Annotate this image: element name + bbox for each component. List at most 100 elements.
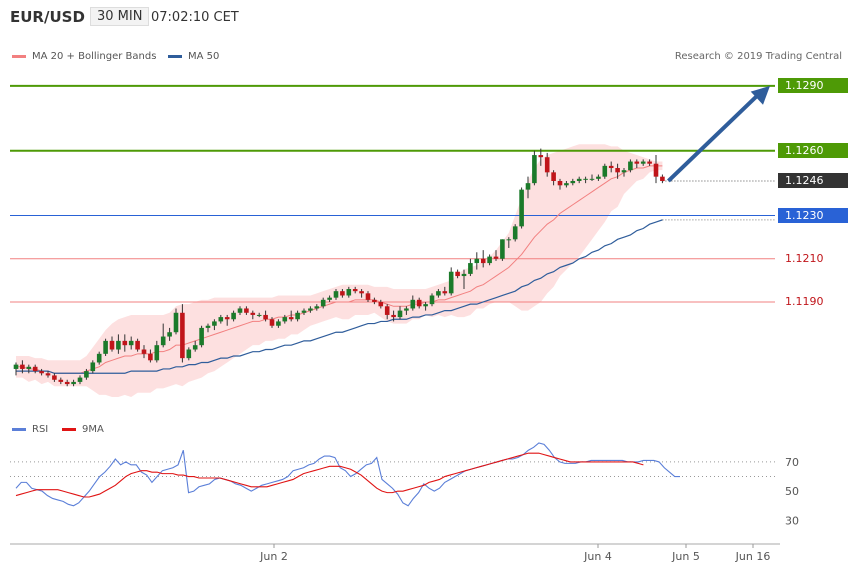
- candle-body: [26, 366, 32, 369]
- candle: [205, 323, 211, 333]
- candle-body: [519, 189, 524, 227]
- candle: [320, 297, 326, 309]
- candle: [148, 349, 153, 363]
- candle-body: [436, 291, 441, 296]
- candle: [333, 289, 339, 300]
- candle: [365, 291, 371, 302]
- candle-body: [276, 321, 281, 326]
- candle-body: [468, 263, 473, 274]
- candle-body: [538, 155, 544, 158]
- candle: [199, 325, 204, 348]
- rsi-tick-label: 50: [785, 485, 799, 498]
- candle: [71, 379, 76, 387]
- candle: [461, 269, 467, 290]
- candle: [20, 360, 25, 374]
- candle-body: [288, 317, 294, 320]
- candle-body: [128, 340, 134, 346]
- candle: [448, 267, 454, 296]
- candle-body: [52, 375, 57, 380]
- legend-9ma-swatch: [62, 428, 76, 431]
- candle-body: [282, 317, 288, 322]
- candle-body: [512, 226, 518, 240]
- rsi-line: [15, 442, 680, 507]
- candle-body: [384, 306, 390, 315]
- candle-body: [551, 172, 556, 181]
- candle: [250, 310, 256, 320]
- candle-body: [365, 293, 371, 300]
- price-level-label: 1.1210: [778, 251, 848, 267]
- price-level-label: 1.1260: [778, 143, 848, 159]
- candle: [122, 334, 128, 352]
- candle: [39, 368, 44, 376]
- candle: [436, 289, 441, 298]
- legend-9ma: 9MA: [62, 424, 104, 435]
- candle-body: [602, 165, 608, 177]
- candle: [13, 362, 19, 376]
- candle-body: [653, 163, 659, 177]
- candle-body: [410, 299, 416, 309]
- candle-body: [301, 310, 307, 313]
- candle-body: [455, 271, 460, 277]
- candle: [647, 159, 652, 166]
- candle: [45, 371, 51, 378]
- candle-body: [493, 256, 499, 259]
- timeframe-button[interactable]: 30 MIN: [90, 7, 150, 26]
- candle: [506, 237, 512, 248]
- candle-body: [461, 273, 467, 277]
- candle-body: [544, 157, 550, 173]
- candle: [263, 310, 268, 322]
- candle-body: [487, 256, 492, 264]
- candle-body: [32, 366, 38, 372]
- candle-body: [224, 317, 230, 320]
- rsi-tick-label: 70: [785, 456, 799, 469]
- candle: [173, 308, 179, 335]
- candle-body: [647, 161, 652, 164]
- legend-rsi: RSI: [12, 424, 48, 435]
- symbol-label: EUR/USD: [10, 8, 85, 26]
- forecast-arrow: [667, 93, 760, 183]
- candle-body: [173, 312, 179, 333]
- time-axis-label: Jun 2: [259, 550, 288, 563]
- bollinger-band: [16, 144, 663, 398]
- candle: [327, 295, 332, 302]
- candle: [32, 364, 38, 374]
- candle-body: [608, 165, 614, 169]
- legend-ma50-label: MA 50: [188, 51, 220, 62]
- candle: [301, 308, 307, 315]
- price-level-label: 1.1290: [778, 78, 848, 94]
- candle: [276, 319, 281, 328]
- ma50-line: [16, 219, 663, 374]
- legend-ma50: MA 50: [168, 51, 219, 62]
- candle: [288, 310, 294, 322]
- candle-body: [269, 319, 275, 326]
- legend-ma20-label: MA 20 + Bollinger Bands: [32, 51, 157, 62]
- candle: [282, 314, 288, 324]
- candle-body: [506, 239, 512, 241]
- candle: [474, 252, 480, 270]
- candle: [551, 170, 556, 186]
- candle-body: [615, 168, 620, 173]
- candle-body: [628, 161, 633, 171]
- candle-body: [167, 332, 172, 337]
- candle: [180, 304, 185, 363]
- candle: [186, 347, 192, 361]
- candle-body: [141, 349, 147, 354]
- candle: [634, 159, 640, 169]
- candle: [404, 306, 409, 315]
- candle-body: [77, 377, 83, 382]
- candle-body: [256, 314, 262, 316]
- candle: [340, 289, 345, 298]
- candle-body: [378, 301, 384, 307]
- legend-ma20: MA 20 + Bollinger Bands: [12, 51, 156, 62]
- candle-body: [570, 180, 576, 184]
- candle-body: [474, 258, 480, 264]
- candle-body: [231, 312, 236, 320]
- candle: [52, 373, 57, 382]
- candle-body: [263, 314, 268, 320]
- candle: [96, 351, 102, 365]
- candle-body: [333, 291, 339, 298]
- candle: [391, 310, 396, 322]
- candle-body: [416, 299, 422, 307]
- candle: [525, 176, 531, 199]
